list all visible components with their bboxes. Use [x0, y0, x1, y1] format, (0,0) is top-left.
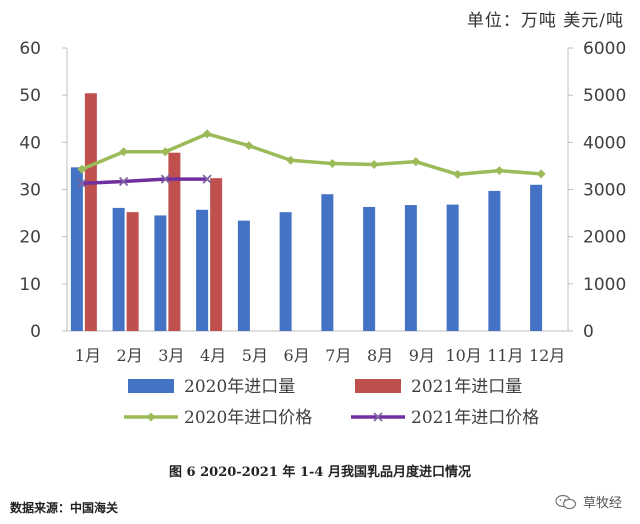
right-tick-label: 4000: [583, 133, 626, 153]
legend-label: 2020年进口量: [184, 377, 295, 397]
bar-1: [70, 167, 83, 331]
x-tick-label: 5月: [242, 346, 268, 365]
marker-diamond: [202, 129, 212, 139]
legend-label: 2020年进口价格: [184, 408, 312, 428]
bar-1: [237, 220, 250, 331]
marker-x: [202, 174, 212, 184]
marker-diamond: [286, 155, 296, 165]
bar-1: [112, 207, 125, 331]
unit-label: 单位：万吨 美元/吨: [466, 11, 624, 31]
left-tick-label: 0: [30, 322, 41, 342]
bar-1: [488, 190, 501, 331]
x-tick-label: 12月: [529, 346, 565, 365]
brand-watermark: 草牧经: [555, 492, 622, 511]
marker-x: [118, 176, 129, 187]
right-tick-label: 2000: [583, 228, 626, 248]
marker-diamond: [411, 157, 421, 167]
line-diamond: [81, 132, 542, 177]
bar-2: [168, 152, 181, 331]
left-tick-label: 30: [19, 181, 41, 201]
marker-x: [160, 174, 171, 184]
bar-1: [154, 215, 167, 331]
x-tick-label: 11月: [487, 346, 523, 365]
line-x: [81, 177, 208, 186]
marker-x: [77, 178, 87, 189]
right-tick-label: 1000: [583, 275, 626, 295]
wechat-icon: [555, 494, 577, 509]
x-tick-label: 1月: [75, 346, 101, 365]
marker-diamond: [119, 147, 129, 157]
right-tick-label: 6000: [583, 39, 626, 59]
right-tick-label: 5000: [583, 86, 626, 106]
data-source: 数据来源：中国海关: [10, 501, 119, 515]
marker-diamond: [77, 164, 87, 174]
x-tick-label: 6月: [284, 346, 310, 365]
right-tick-label: 3000: [583, 181, 626, 201]
x-tick-label: 2月: [117, 346, 143, 365]
figure-caption: 图 6 2020-2021 年 1-4 月我国乳品月度进口情况: [169, 465, 471, 480]
marker-diamond: [369, 160, 379, 170]
bar-2: [126, 212, 139, 331]
marker-diamond: [160, 147, 170, 157]
marker-diamond: [536, 169, 546, 179]
legend-marker: [373, 412, 383, 422]
x-tick-label: 3月: [158, 346, 184, 365]
x-tick-label: 8月: [367, 346, 393, 365]
legend-label: 2021年进口量: [411, 377, 522, 397]
left-tick-label: 50: [19, 86, 41, 106]
x-tick-label: 7月: [325, 346, 351, 365]
bar-1: [196, 209, 209, 331]
bar-1: [363, 206, 376, 331]
bar-1: [530, 184, 543, 331]
marker-diamond: [327, 159, 337, 169]
bar-1: [446, 204, 459, 331]
bar-1: [279, 212, 292, 331]
brand-name: 草牧经: [582, 496, 622, 511]
marker-diamond: [453, 169, 463, 179]
legend-marker: [146, 412, 156, 422]
left-tick-label: 40: [19, 133, 41, 153]
bar-1: [404, 205, 417, 331]
left-tick-label: 60: [19, 39, 41, 59]
bar-1: [321, 194, 334, 331]
bar-2: [84, 93, 97, 331]
x-tick-label: 4月: [200, 346, 226, 365]
marker-diamond: [244, 141, 254, 151]
right-tick-label: 0: [583, 322, 594, 342]
legend-swatch: [355, 379, 401, 393]
left-tick-label: 20: [19, 228, 41, 248]
bar-2: [210, 178, 223, 331]
left-tick-label: 10: [19, 275, 41, 295]
marker-diamond: [494, 166, 504, 176]
legend-swatch: [128, 379, 174, 393]
x-tick-label: 10月: [445, 346, 481, 365]
legend-label: 2021年进口价格: [411, 408, 539, 428]
x-tick-label: 9月: [409, 346, 435, 365]
